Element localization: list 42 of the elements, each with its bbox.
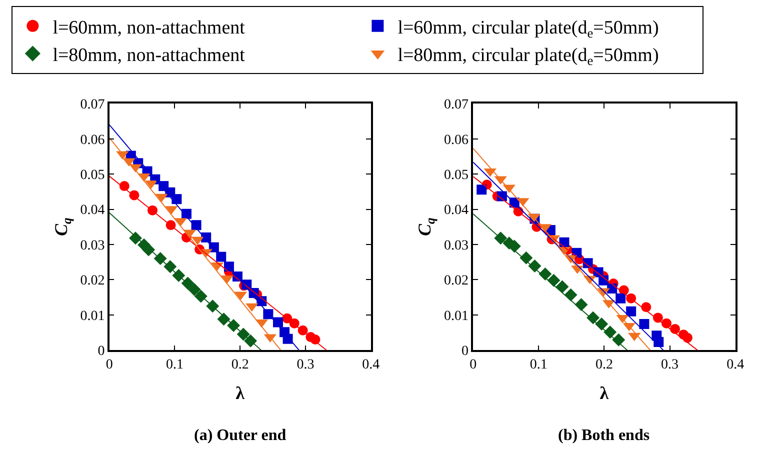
y-tick-label: 0.06 — [80, 132, 105, 148]
x-tick-label: 0.3 — [661, 358, 679, 373]
point — [217, 312, 230, 326]
point — [626, 306, 636, 316]
point — [616, 293, 626, 304]
point — [476, 184, 487, 195]
y-tick-label: 0.01 — [80, 308, 105, 324]
y-tick-label: 0.07 — [444, 98, 469, 113]
y-tick-label: 0.04 — [80, 203, 105, 218]
x-axis-title: λ — [600, 383, 609, 404]
legend-label: l=80mm, circular plate(d$_{e}$=50mm) — [398, 44, 659, 68]
y-tick-label: 0 — [462, 344, 469, 359]
x-tick-label: 0.2 — [595, 358, 613, 373]
x-tick-label: 0.1 — [166, 358, 184, 373]
y-tick-label: 0.05 — [444, 168, 469, 183]
point — [191, 220, 202, 230]
y-tick-label: 0.03 — [80, 238, 105, 254]
x-tick-label: 0.4 — [726, 358, 744, 373]
x-tick-label: 0.4 — [362, 358, 380, 373]
y-tick-label: 0.02 — [444, 274, 469, 289]
x-axis-title: λ — [236, 383, 245, 404]
y-tick-label: 0.06 — [444, 132, 469, 148]
x-tick-label: 0.2 — [231, 358, 249, 373]
y-tick-label: 0.07 — [80, 98, 105, 113]
point — [654, 336, 664, 347]
point — [682, 332, 692, 343]
legend-label: l=60mm, non-attachment — [52, 17, 246, 38]
x-tick-label: 0.3 — [296, 358, 314, 373]
y-tick-label: 0.04 — [444, 203, 469, 218]
text: (a) Outer end — [194, 427, 286, 444]
point — [172, 194, 182, 204]
y-tick-label: 0.05 — [80, 168, 105, 183]
y-tick-label: 0.03 — [444, 238, 469, 254]
y-tick-label: 0 — [98, 344, 105, 359]
legend-label: l=60mm, circular plate(d$_{e}$=50mm) — [398, 17, 659, 40]
point — [556, 280, 569, 294]
x-tick-label: 0.1 — [530, 358, 548, 373]
legend-label: l=80mm, non-attachment — [52, 44, 246, 66]
point — [639, 319, 650, 330]
y-tick-label: 0.02 — [80, 274, 105, 289]
text: (b) Both ends — [558, 427, 650, 444]
y-tick-label: 0.01 — [444, 308, 469, 324]
